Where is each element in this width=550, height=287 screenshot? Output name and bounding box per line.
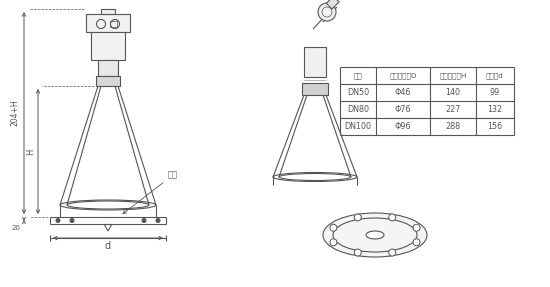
- Text: 法兰: 法兰: [123, 170, 178, 214]
- Bar: [326, 0, 339, 9]
- Bar: [98, 60, 118, 76]
- Text: H: H: [26, 148, 35, 155]
- Circle shape: [70, 219, 74, 222]
- Bar: [86, 14, 130, 32]
- Text: DN80: DN80: [347, 105, 369, 114]
- Text: Φ96: Φ96: [395, 122, 411, 131]
- Circle shape: [156, 219, 160, 222]
- Text: 204+H: 204+H: [11, 100, 20, 126]
- Text: 20: 20: [11, 225, 20, 231]
- Circle shape: [389, 214, 395, 221]
- Ellipse shape: [323, 213, 427, 257]
- Text: Φ76: Φ76: [395, 105, 411, 114]
- Bar: [96, 76, 120, 86]
- Circle shape: [413, 239, 420, 246]
- Text: 法兰: 法兰: [354, 72, 362, 79]
- Text: 288: 288: [446, 122, 460, 131]
- Circle shape: [330, 239, 337, 246]
- Circle shape: [413, 224, 420, 231]
- Circle shape: [56, 219, 60, 222]
- Text: 140: 140: [446, 88, 460, 97]
- Circle shape: [354, 249, 361, 256]
- Text: 156: 156: [487, 122, 503, 131]
- Bar: [110, 21, 117, 27]
- Circle shape: [389, 249, 395, 256]
- Text: Φ46: Φ46: [395, 88, 411, 97]
- Text: 227: 227: [446, 105, 461, 114]
- Text: DN50: DN50: [347, 88, 369, 97]
- Bar: [101, 9, 115, 14]
- Ellipse shape: [366, 231, 384, 239]
- Text: 132: 132: [487, 105, 503, 114]
- Circle shape: [354, 214, 361, 221]
- Text: d: d: [105, 241, 111, 251]
- Circle shape: [330, 224, 337, 231]
- Circle shape: [318, 3, 336, 21]
- Bar: [304, 47, 326, 77]
- Text: 喇叭口直径D: 喇叭口直径D: [389, 72, 417, 79]
- Bar: [91, 32, 125, 60]
- Text: 四螺盘d: 四螺盘d: [486, 72, 504, 79]
- Circle shape: [142, 219, 146, 222]
- Text: 喇叭口高度H: 喇叭口高度H: [439, 72, 467, 79]
- Text: DN100: DN100: [344, 122, 371, 131]
- Text: 99: 99: [490, 88, 500, 97]
- Bar: [302, 83, 328, 95]
